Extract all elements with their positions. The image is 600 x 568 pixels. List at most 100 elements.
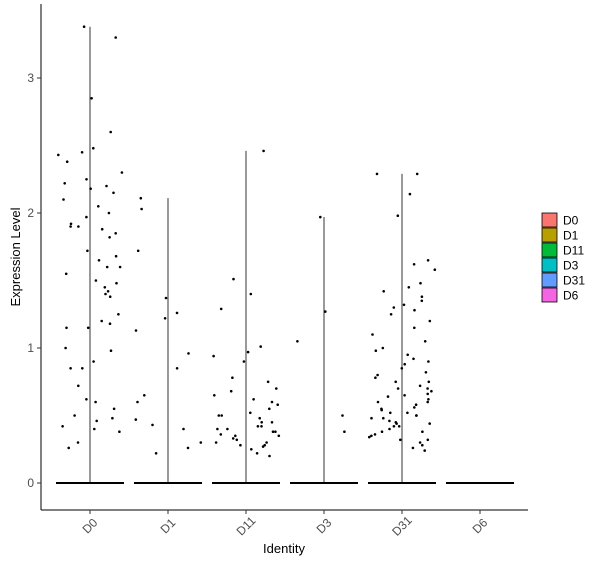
jitter-point (426, 400, 430, 404)
jitter-point (260, 425, 263, 428)
jitter-point (415, 414, 418, 417)
jitter-point (427, 360, 430, 363)
jitter-point (266, 380, 270, 384)
jitter-point (111, 416, 114, 420)
jitter-point (61, 425, 64, 428)
jitter-point (120, 171, 124, 174)
jitter-point (115, 281, 118, 285)
legend-label: D11 (563, 244, 584, 258)
jitter-point (234, 434, 237, 438)
jitter-point (420, 299, 424, 303)
legend-swatch (541, 287, 558, 303)
jitter-point (370, 434, 373, 438)
jitter-point (93, 427, 96, 431)
jitter-point (388, 419, 391, 423)
y-ticks: 0 1 2 3 (27, 71, 41, 490)
jitter-point (407, 286, 411, 289)
jitter-point (154, 452, 158, 455)
jitter-point (388, 427, 391, 431)
jitter-point (134, 418, 138, 421)
jitter-point (63, 182, 66, 185)
jitter-point (65, 326, 68, 330)
jitter-point (412, 357, 415, 361)
violin-group (368, 172, 437, 484)
jitter-point (341, 414, 344, 417)
jitter-point (109, 130, 112, 134)
jitter-point (164, 296, 168, 300)
jitter-point (73, 414, 76, 417)
jitter-point (374, 376, 377, 380)
jitter-point (270, 421, 274, 424)
jitter-point (380, 430, 384, 434)
jitter-point (252, 398, 255, 401)
jitter-point (256, 425, 260, 428)
jitter-point (151, 423, 154, 427)
jitter-point (268, 407, 271, 411)
jitter-point (92, 146, 95, 150)
axes (40, 4, 528, 511)
jitter-point (374, 349, 378, 353)
jitter-point (258, 416, 262, 420)
jitter-point (186, 446, 190, 450)
jitter-point (406, 353, 410, 357)
jitter-point (117, 313, 120, 316)
jitter-point (140, 207, 143, 211)
jitter-point (426, 438, 430, 442)
jitter-point (403, 394, 406, 397)
jitter-point (217, 414, 221, 417)
y-axis-title: Expression Level (8, 207, 23, 306)
jitter-point (108, 236, 111, 239)
jitter-point (199, 441, 203, 444)
jitter-point (69, 222, 73, 226)
jitter-point (82, 25, 86, 29)
jitter-point (418, 441, 422, 444)
jitter-point (427, 380, 431, 384)
jitter-point (386, 395, 390, 398)
jitter-point (114, 36, 117, 39)
jitter-point (77, 225, 80, 228)
jitter-point (118, 430, 121, 434)
jitter-point (275, 387, 278, 390)
jitter-point (268, 454, 271, 458)
jitter-point (109, 349, 113, 353)
jitter-point (94, 400, 97, 404)
jitter-point (380, 407, 383, 411)
jitter-point (242, 360, 246, 363)
legend-swatch (541, 257, 558, 273)
jitter-point (376, 400, 380, 404)
jitter-point (343, 430, 346, 434)
legend-label: D6 (563, 289, 579, 303)
jitter-point (373, 433, 377, 436)
jitter-point (220, 414, 223, 417)
jitter-point (139, 196, 143, 200)
jitter-point (239, 443, 242, 447)
jitter-point (187, 352, 190, 355)
jitter-point (97, 205, 100, 208)
jitter-point (86, 249, 89, 253)
jitter-point (112, 191, 115, 195)
jitter-point (103, 286, 107, 289)
violin-group (134, 196, 203, 484)
jitter-point (67, 446, 70, 450)
jitter-point (182, 427, 185, 431)
jitter-point (382, 290, 386, 293)
jitter-point (226, 427, 229, 431)
jitter-point (229, 389, 233, 393)
legend-label: D1 (563, 229, 579, 243)
jitter-point (65, 160, 69, 163)
jitter-point (262, 149, 265, 153)
jitter-point (175, 367, 179, 370)
jitter-point (371, 333, 374, 336)
y-tick-label: 2 (27, 206, 34, 220)
jitter-point (408, 192, 412, 196)
jitter-point (143, 394, 146, 397)
jitter-point (428, 422, 432, 425)
legend-swatch (541, 212, 558, 228)
jitter-point (270, 400, 274, 404)
jitter-point (413, 326, 416, 330)
jitter-point (114, 254, 118, 258)
y-tick-label: 1 (27, 341, 34, 355)
jitter-point (94, 279, 98, 282)
legend-swatch (541, 242, 558, 258)
jitter-point (274, 430, 277, 434)
